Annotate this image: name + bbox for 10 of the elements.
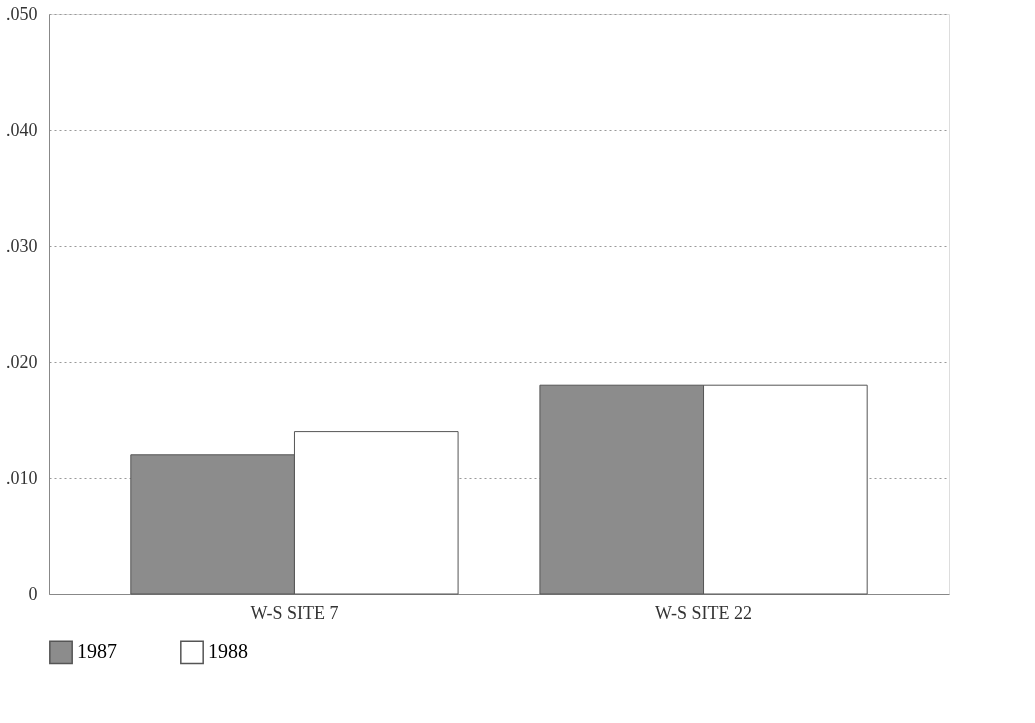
y-tick-label: .030	[6, 235, 38, 256]
y-tick-label: .040	[6, 119, 38, 140]
y-tick-label: .010	[6, 467, 38, 488]
x-tick-label: W-S SITE 22	[655, 602, 753, 623]
x-tick-label: W-S SITE 7	[250, 602, 339, 623]
y-tick-label: .020	[6, 351, 38, 372]
y-tick-label: .050	[6, 3, 38, 24]
legend-label: 1988	[208, 640, 248, 663]
y-tick-label: 0	[28, 583, 38, 604]
legend-label: 1987	[77, 640, 117, 663]
